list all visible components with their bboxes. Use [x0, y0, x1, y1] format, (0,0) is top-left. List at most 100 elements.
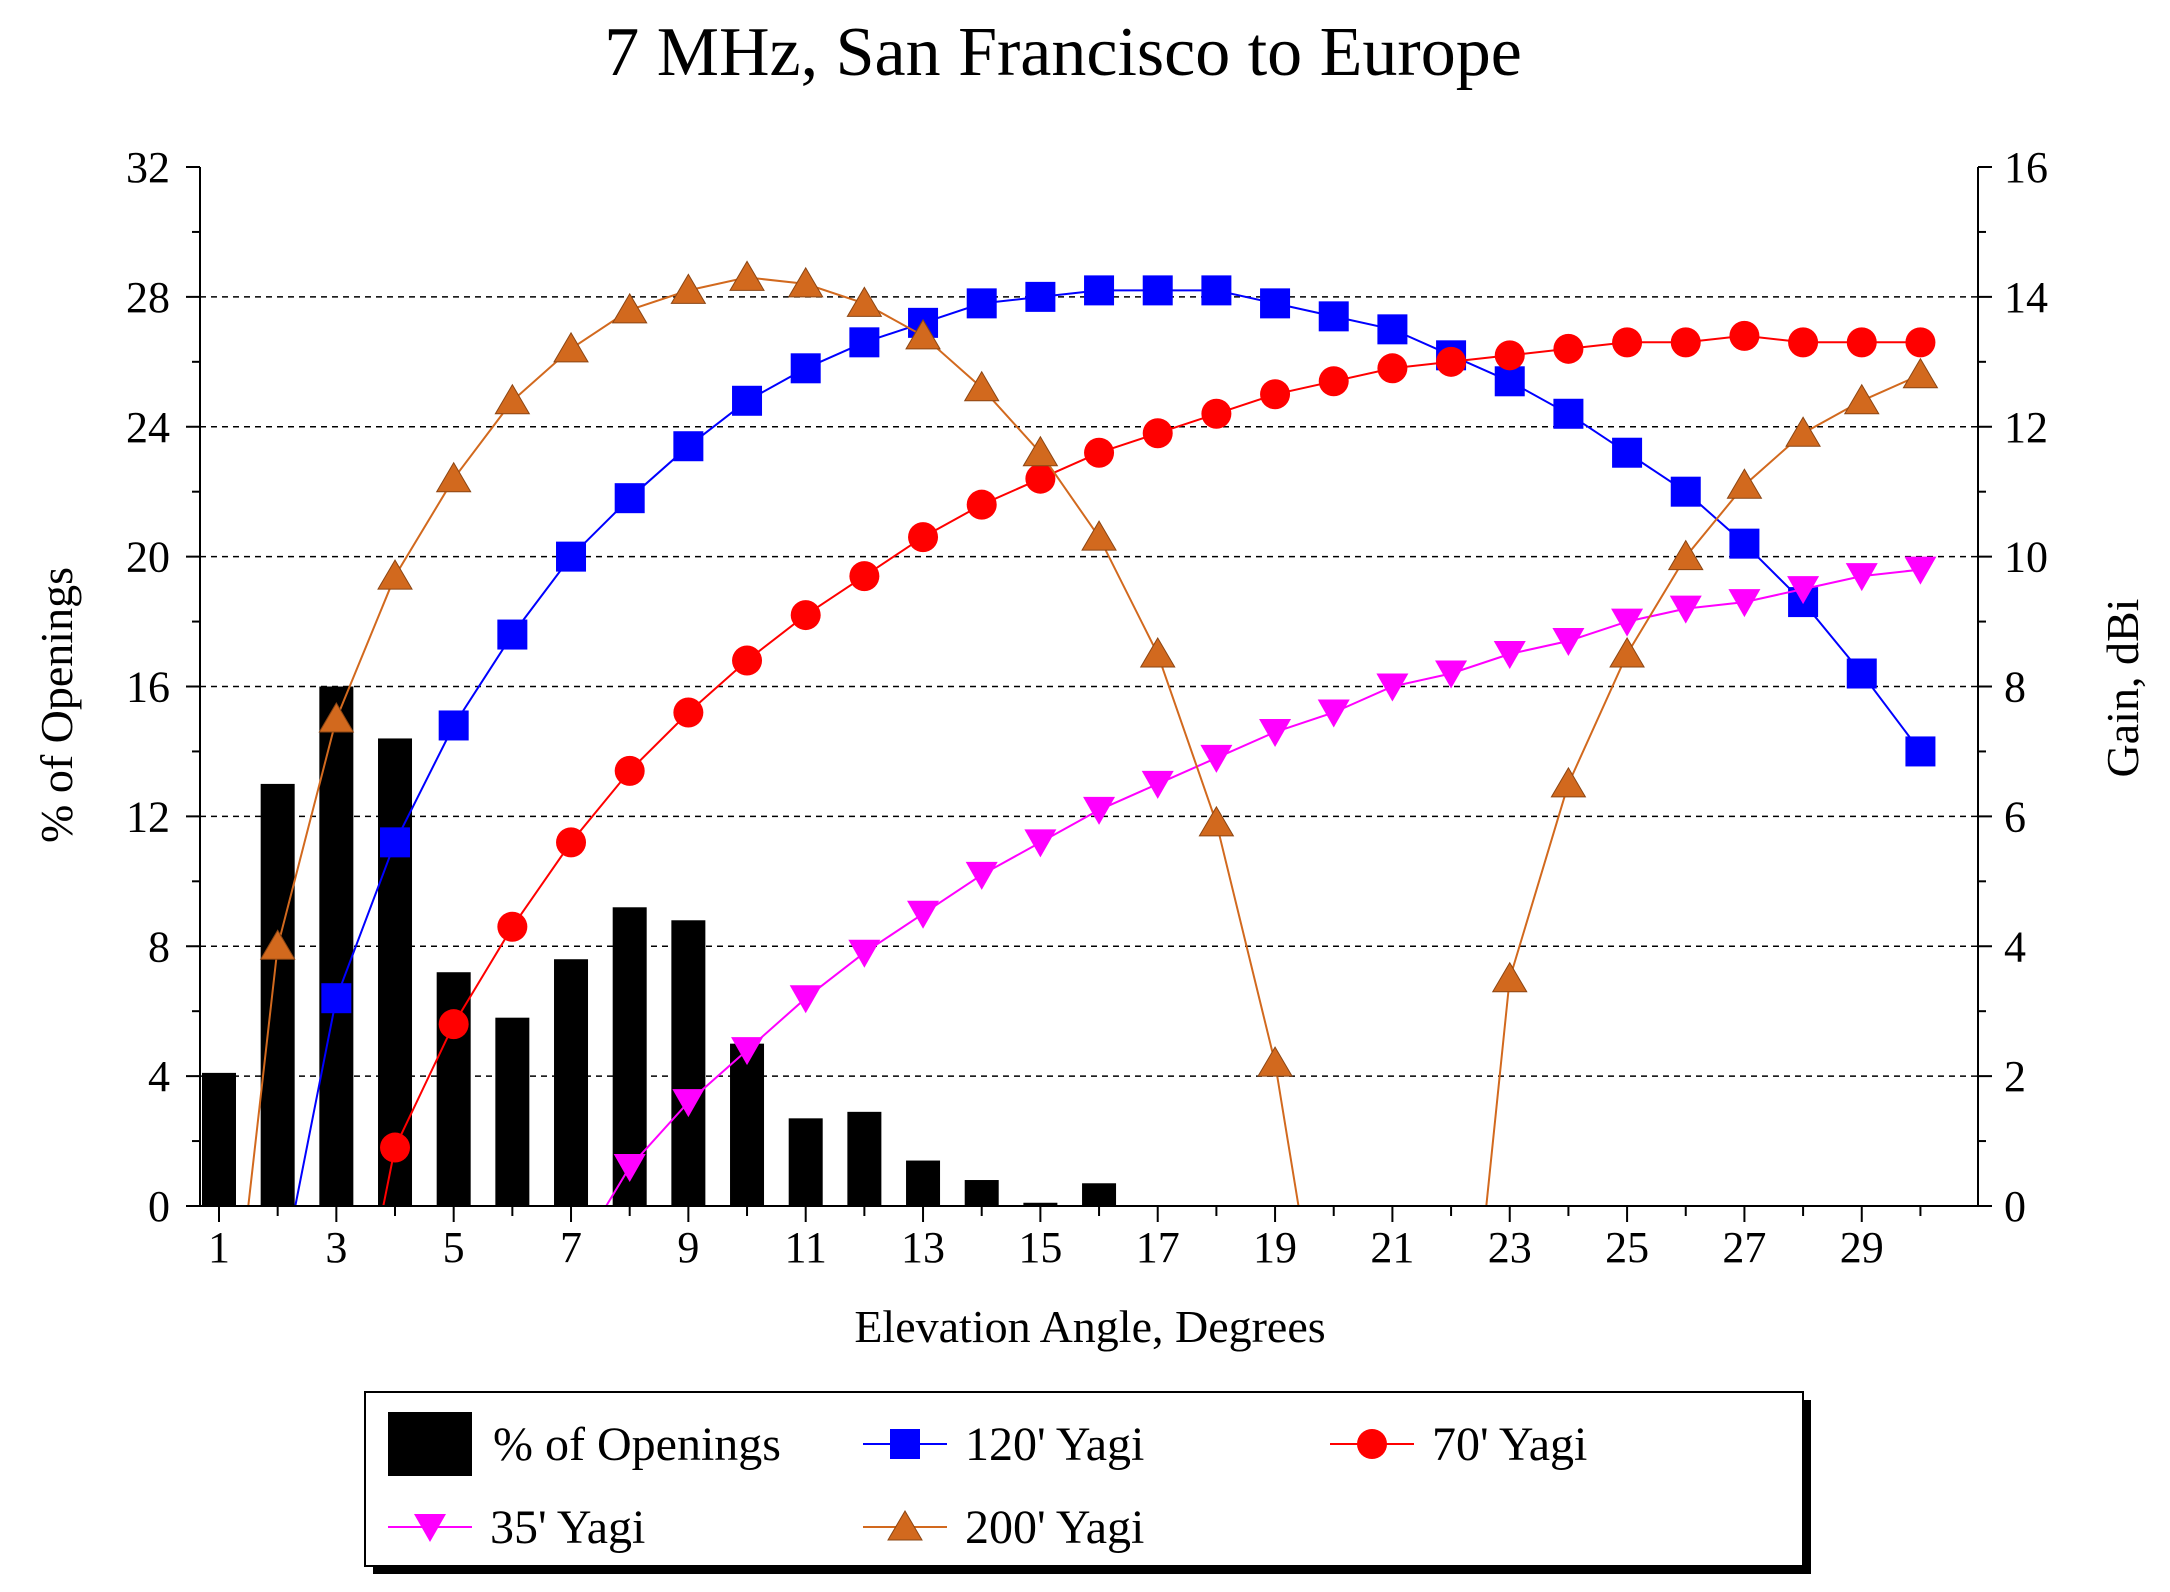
- marker-square: [1377, 314, 1408, 345]
- bars-layer: [202, 686, 1117, 1206]
- marker-square: [1553, 398, 1584, 429]
- legend: % of Openings 120' Yagi 70' Yagi 35' Yagi 20…: [364, 1391, 1811, 1574]
- series-line: [247, 276, 1300, 1207]
- marker-circle: [1377, 353, 1408, 384]
- marker-circle: [732, 645, 763, 676]
- bar: [906, 1160, 941, 1206]
- x-axis-label: Elevation Angle, Degrees: [854, 1301, 1325, 1352]
- y-left-tick-label: 28: [126, 273, 170, 322]
- marker-circle: [1670, 327, 1701, 358]
- y-right-tick-label: 10: [2004, 533, 2048, 582]
- marker-square: [732, 385, 763, 416]
- marker-square: [966, 288, 997, 319]
- x-tick-label: 5: [443, 1223, 465, 1272]
- marker-square: [1084, 275, 1115, 306]
- y-left-tick-label: 12: [126, 792, 170, 841]
- y-right-tick-label: 2: [2004, 1052, 2026, 1101]
- marker-square: [556, 541, 587, 572]
- marker-square: [380, 827, 411, 858]
- x-tick-label: 23: [1488, 1223, 1532, 1272]
- y-right-tick-label: 14: [2004, 273, 2048, 322]
- marker-circle: [1201, 398, 1232, 429]
- legend-label: 35' Yagi: [490, 1501, 645, 1554]
- bar: [495, 1017, 530, 1206]
- x-tick-label: 29: [1840, 1223, 1884, 1272]
- y-left-tick-label: 0: [148, 1182, 170, 1231]
- marker-circle: [849, 561, 880, 592]
- marker-square: [1494, 366, 1525, 397]
- y-left-tick-label: 16: [126, 663, 170, 712]
- marker-triangle-down: [1024, 829, 1057, 858]
- marker-square: [1905, 736, 1936, 767]
- marker-square: [497, 619, 528, 650]
- marker-circle: [1084, 437, 1115, 468]
- marker-triangle-up: [905, 318, 941, 350]
- y-left-tick-label: 24: [126, 403, 170, 452]
- marker-square: [438, 710, 469, 741]
- marker-triangle-down: [965, 861, 998, 890]
- marker-square: [1612, 437, 1643, 468]
- marker-triangle-down: [1376, 673, 1409, 702]
- marker-triangle-up: [318, 701, 355, 733]
- marker-circle: [1905, 327, 1936, 358]
- x-tick-label: 15: [1018, 1223, 1062, 1272]
- x-tick-label: 19: [1253, 1223, 1297, 1272]
- marker-triangle-up: [1491, 961, 1528, 993]
- marker-triangle-up: [1785, 416, 1821, 447]
- marker-circle: [673, 697, 704, 728]
- x-tick-label: 3: [325, 1223, 347, 1272]
- marker-square: [790, 353, 821, 384]
- y-right-tick-label: 0: [2004, 1182, 2026, 1231]
- marker-square: [321, 983, 352, 1014]
- y-right-tick-label: 16: [2004, 143, 2048, 192]
- marker-triangle-up: [670, 273, 707, 304]
- marker-triangle-down: [672, 1089, 705, 1118]
- x-tick-label: 17: [1136, 1223, 1180, 1272]
- marker-circle: [497, 911, 528, 942]
- grid-lines: [200, 296, 1978, 1077]
- marker-triangle-up: [887, 1510, 923, 1541]
- marker-circle: [614, 755, 645, 786]
- marker-circle: [1553, 333, 1584, 364]
- marker-circle: [1357, 1429, 1387, 1459]
- marker-triangle-down: [731, 1037, 764, 1066]
- marker-circle: [438, 1009, 469, 1040]
- marker-triangle-up: [1198, 805, 1235, 837]
- marker-triangle-down: [1317, 699, 1350, 728]
- legend-label: 120' Yagi: [965, 1418, 1144, 1471]
- bar: [788, 1118, 823, 1206]
- marker-triangle-down: [1669, 595, 1702, 624]
- bar: [378, 738, 413, 1206]
- marker-circle: [1846, 327, 1877, 358]
- series-line: [605, 568, 1921, 1207]
- marker-triangle-up: [1667, 539, 1704, 571]
- marker-circle: [1729, 320, 1760, 351]
- bar: [319, 686, 354, 1206]
- marker-square: [1260, 288, 1291, 319]
- marker-triangle-up: [846, 286, 883, 317]
- x-tick-label: 9: [677, 1223, 699, 1272]
- series-line: [382, 334, 1921, 1207]
- marker-triangle-up: [1609, 637, 1645, 668]
- marker-circle: [966, 489, 997, 520]
- marker-triangle-up: [1081, 520, 1117, 551]
- marker-triangle-up: [963, 370, 1000, 402]
- marker-triangle-up: [1550, 766, 1587, 798]
- marker-square: [1846, 658, 1877, 689]
- x-tick-label: 7: [560, 1223, 582, 1272]
- marker-triangle-down: [1083, 796, 1116, 825]
- marker-square: [890, 1429, 920, 1459]
- y-left-tick-label: 8: [148, 922, 170, 971]
- bar: [554, 959, 589, 1206]
- bar: [260, 783, 295, 1206]
- bar: [202, 1072, 236, 1206]
- marker-circle: [908, 522, 939, 553]
- y-left-tick-label: 4: [148, 1052, 170, 1101]
- marker-triangle-down: [1611, 608, 1644, 637]
- marker-triangle-up: [1139, 637, 1176, 668]
- marker-circle: [1436, 346, 1467, 377]
- marker-square: [1318, 301, 1349, 332]
- marker-triangle-up: [435, 461, 472, 493]
